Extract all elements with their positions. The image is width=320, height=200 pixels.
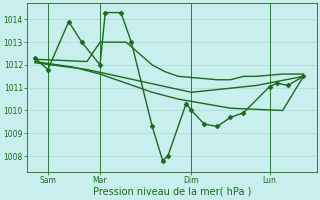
X-axis label: Pression niveau de la mer( hPa ): Pression niveau de la mer( hPa )	[92, 187, 251, 197]
